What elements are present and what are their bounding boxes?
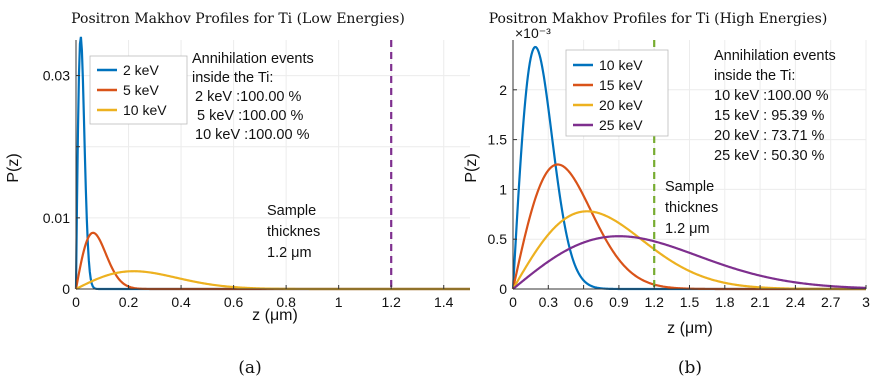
y-tick-label: 2 — [499, 82, 507, 98]
caption: (a) — [238, 358, 261, 378]
x-tick-label: 1.5 — [680, 294, 700, 310]
x-tick-label: 2.4 — [786, 294, 806, 310]
sample-thickness-label: Sample thicknes 1.2 μm — [665, 179, 718, 237]
legend-label: 10 keV — [123, 102, 167, 118]
sample-thickness-text: thicknes — [267, 224, 320, 240]
y-axis-ticks: 0 0.5 1 1.5 2 — [488, 82, 517, 297]
x-tick-label: 0.6 — [574, 294, 594, 310]
annotation-line: 5 keV :100.00 % — [197, 108, 304, 124]
series-line — [512, 235, 867, 290]
y-tick-label: 0 — [499, 281, 507, 297]
series-line — [75, 270, 470, 291]
x-tick-label: 1.2 — [644, 294, 664, 310]
legend-label: 2 keV — [123, 62, 159, 78]
annotation-line: 15 keV : 95.39 % — [714, 108, 825, 124]
x-axis-label: z (μm) — [667, 320, 713, 337]
x-tick-label: 0.4 — [171, 294, 191, 310]
x-tick-label: 3 — [862, 294, 870, 310]
y-tick-label: 1 — [499, 181, 507, 197]
x-tick-label: 0 — [72, 294, 80, 310]
annotation-line: 2 keV :100.00 % — [195, 89, 302, 105]
annotation-line: 25 keV : 50.30 % — [714, 148, 825, 164]
x-tick-label: 0.8 — [276, 294, 296, 310]
annotation: Annihilation events inside the Ti: 2 keV :… — [192, 51, 314, 143]
x-tick-label: 0.2 — [119, 294, 139, 310]
y-tick-label: 0.5 — [488, 231, 508, 247]
legend-label: 25 keV — [599, 117, 643, 133]
y-tick-label: 0.03 — [43, 68, 70, 84]
y-tick-label: 1.5 — [488, 132, 508, 148]
x-axis-ticks: 0 0.3 0.6 0.9 1.2 1.5 1.8 2.1 2.4 2.7 3 — [509, 285, 870, 310]
x-tick-label: 0.6 — [224, 294, 244, 310]
axes — [75, 40, 470, 290]
sample-thickness-text: thicknes — [665, 200, 718, 216]
sample-thickness-text: 1.2 μm — [665, 221, 710, 237]
annotation: Annihilation events inside the Ti: 10 keV … — [714, 48, 836, 164]
legend-label: 15 keV — [599, 77, 643, 93]
caption: (b) — [678, 358, 702, 378]
legend-label: 10 keV — [599, 57, 643, 73]
legend: 2 keV 5 keV 10 keV — [89, 55, 188, 125]
chart-title: Positron Makhov Profiles for Ti (Low Ene… — [71, 11, 405, 27]
y-tick-label: 0 — [62, 281, 70, 297]
y-axis-multiplier: ×10⁻³ — [515, 25, 551, 41]
x-tick-label: 1.8 — [715, 294, 735, 310]
x-tick-label: 1.2 — [381, 294, 401, 310]
legend: 10 keV 15 keV 20 keV 25 keV — [565, 49, 669, 137]
annotation-line: 10 keV :100.00 % — [714, 88, 829, 104]
y-axis-ticks: 0 0.01 0.03 — [43, 68, 80, 297]
x-tick-label: 2.1 — [750, 294, 770, 310]
x-axis-ticks: 0 0.2 0.4 0.6 0.8 1 1.2 1.4 — [72, 285, 454, 310]
annotation-line: 20 keV : 73.71 % — [714, 128, 825, 144]
sample-thickness-label: Sample thicknes 1.2 μm — [267, 203, 320, 261]
y-axis-label: P(z) — [463, 153, 480, 182]
chart-title: Positron Makhov Profiles for Ti (High En… — [489, 11, 828, 27]
x-tick-label: 0.3 — [539, 294, 559, 310]
x-tick-label: 1.4 — [434, 294, 454, 310]
y-axis-label: P(z) — [5, 153, 22, 182]
annotation-title: Annihilation events — [714, 48, 836, 64]
legend-label: 20 keV — [599, 97, 643, 113]
annotation-title: inside the Ti: — [714, 68, 795, 84]
annotation-line: 10 keV :100.00 % — [195, 127, 310, 143]
x-tick-label: 0 — [509, 294, 517, 310]
x-tick-label: 0.9 — [609, 294, 629, 310]
x-tick-label: 2.7 — [821, 294, 841, 310]
legend-label: 5 keV — [123, 82, 159, 98]
sample-thickness-text: Sample — [665, 179, 714, 195]
x-tick-label: 1 — [335, 294, 343, 310]
x-axis-label: z (μm) — [252, 307, 298, 324]
sample-thickness-text: Sample — [267, 203, 316, 219]
annotation-title: Annihilation events — [192, 51, 314, 67]
chart-panel-a: Positron Makhov Profiles for Ti (Low Ene… — [5, 11, 470, 378]
chart-panel-b: Positron Makhov Profiles for Ti (High En… — [463, 11, 870, 378]
y-tick-label: 0.01 — [43, 210, 70, 226]
sample-thickness-text: 1.2 μm — [267, 245, 312, 261]
annotation-title: inside the Ti: — [192, 70, 273, 86]
